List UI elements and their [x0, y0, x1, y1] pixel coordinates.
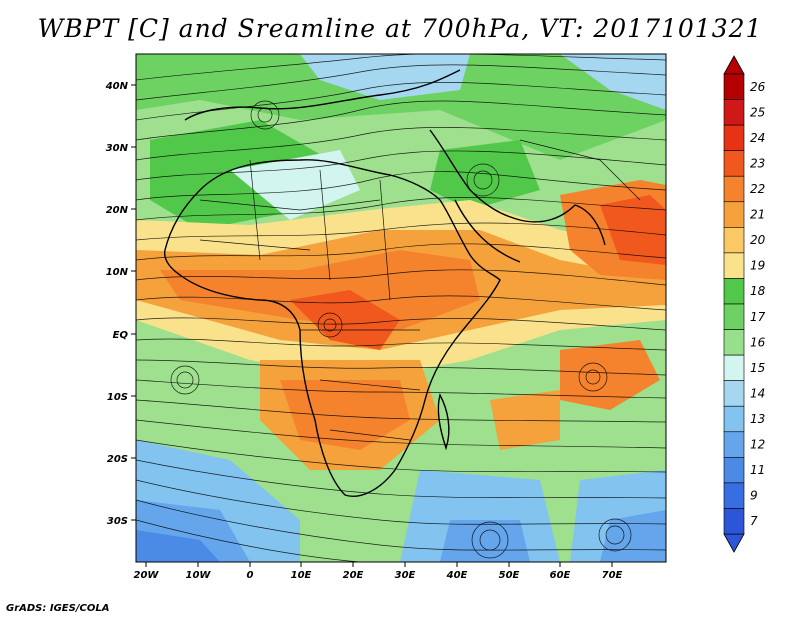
colorbar-label: 15	[750, 361, 765, 375]
lat-label-30s: 30S	[107, 516, 128, 527]
lon-label-20w: 20W	[134, 570, 160, 581]
colorbar-swatch	[723, 508, 745, 535]
coastline	[163, 69, 606, 497]
lat-label-20n: 20N	[106, 205, 129, 216]
colorbar-label: 16	[750, 335, 766, 349]
lat-label-10s: 10S	[107, 392, 128, 403]
colorbar-swatch	[723, 431, 745, 458]
colorbar-label: 14	[750, 386, 765, 400]
lon-label-50e: 50E	[499, 570, 520, 581]
lon-label-0: 0	[247, 570, 254, 581]
lat-axis: 40N 30N 20N 10N EQ 10S 20S 30S	[105, 81, 136, 527]
colorbar-label: 19	[750, 259, 765, 273]
colorbar-label: 24	[750, 131, 765, 145]
colorbar-swatch	[723, 380, 745, 407]
colorbar-swatch	[723, 175, 745, 203]
lon-axis: 20W 10W 0 10E 20E 30E 40E 50E 60E 70E	[134, 562, 623, 581]
colorbar-label: 13	[750, 412, 765, 426]
colorbar-label: 26	[750, 80, 766, 94]
colorbar-label: 17	[750, 310, 766, 324]
colorbar-top-arrow	[723, 55, 745, 75]
lon-label-30e: 30E	[395, 570, 416, 581]
colorbar-label: 25	[750, 105, 765, 119]
colorbar-swatch	[723, 482, 745, 509]
colorbar-swatch	[723, 150, 745, 177]
map-frame	[135, 53, 667, 563]
lat-label-10n: 10N	[106, 267, 129, 278]
colorbar-swatch	[723, 457, 745, 484]
colorbar-swatch	[723, 278, 745, 305]
colorbar-label: 12	[750, 438, 765, 452]
colorbar: 26 25 24 23 22 21 20 19 18 17 16 15 14 13 12 11 9 7	[723, 55, 766, 553]
lon-label-20e: 20E	[343, 570, 364, 581]
lon-label-10e: 10E	[291, 570, 312, 581]
colorbar-label: 18	[750, 284, 766, 298]
colorbar-swatch	[723, 405, 745, 433]
lat-label-20s: 20S	[107, 454, 128, 465]
colorbar-swatch	[723, 99, 745, 126]
colorbar-swatch	[723, 227, 745, 254]
colorbar-swatch	[723, 303, 745, 330]
lat-label-eq: EQ	[113, 330, 129, 341]
colorbar-bottom-arrow	[723, 533, 745, 553]
colorbar-swatch	[723, 124, 745, 151]
lon-label-70e: 70E	[602, 570, 623, 581]
colorbar-swatch	[723, 201, 745, 228]
colorbar-swatch	[723, 252, 745, 279]
colorbar-swatch	[723, 329, 745, 356]
chart-title: WBPT [C] and Sreamline at 700hPa, VT: 20…	[37, 14, 763, 43]
colorbar-label: 23	[750, 156, 765, 170]
wbpt-field	[136, 54, 666, 562]
colorbar-label: 9	[750, 489, 758, 503]
lon-label-10w: 10W	[186, 570, 212, 581]
grads-credit: GrADS: IGES/COLA	[6, 603, 110, 614]
country-borders	[199, 139, 641, 441]
colorbar-label: 20	[750, 233, 766, 247]
colorbar-label: 21	[750, 208, 765, 222]
colorbar-swatch	[723, 73, 745, 100]
lat-label-30n: 30N	[106, 143, 129, 154]
lon-label-60e: 60E	[550, 570, 571, 581]
colorbar-label: 7	[750, 514, 758, 528]
colorbar-swatch	[723, 354, 745, 381]
lat-label-40n: 40N	[105, 81, 129, 92]
colorbar-label: 22	[750, 182, 765, 196]
colorbar-label: 11	[750, 463, 765, 477]
lon-label-40e: 40E	[446, 570, 468, 581]
